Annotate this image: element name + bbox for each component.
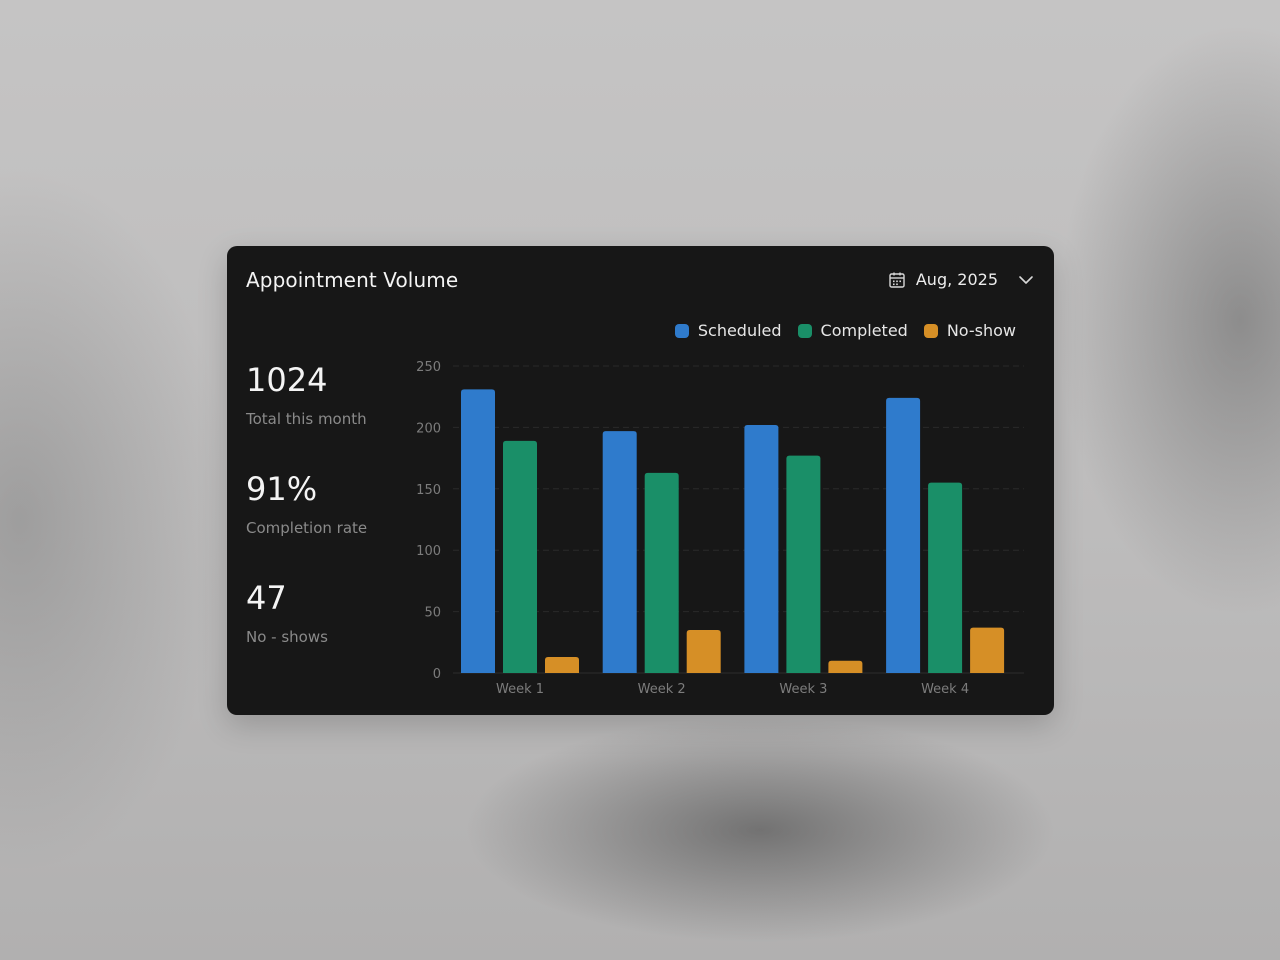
bar-noshow (686, 630, 721, 673)
bar-scheduled (602, 431, 637, 673)
bar-noshow (970, 627, 1005, 673)
legend-swatch-completed (797, 323, 812, 338)
stat-completion-rate: 91% Completion rate (246, 473, 396, 582)
date-picker[interactable]: Aug, 2025 (888, 270, 1034, 289)
y-tick-label: 50 (424, 606, 441, 621)
legend-swatch-noshow (923, 323, 938, 338)
x-tick-label: Week 2 (638, 682, 686, 697)
x-tick-label: Week 3 (779, 682, 827, 697)
stat-total: 1024 Total this month (246, 364, 396, 473)
y-tick-label: 200 (416, 421, 441, 436)
bar-completed (928, 482, 963, 673)
bar-scheduled (886, 397, 921, 673)
stat-label: Total this month (246, 410, 367, 428)
bar-completed (644, 472, 679, 673)
bar-noshow (828, 660, 863, 673)
stats-panel: 1024 Total this month 91% Completion rat… (246, 364, 396, 691)
date-label: Aug, 2025 (915, 270, 998, 289)
y-tick-label: 0 (433, 667, 441, 682)
legend-item-noshow[interactable]: No-show (923, 321, 1016, 340)
y-tick-label: 100 (416, 544, 441, 559)
stat-value: 47 (246, 579, 287, 617)
bar-chart: 0 50 100 150 200 250 Week 1 Week 2 Week 3 Week 4 (416, 360, 1024, 697)
bar-completed (786, 455, 821, 673)
bar-scheduled (461, 389, 495, 673)
bar-completed (503, 440, 537, 673)
chart-legend: Scheduled Completed No-show (674, 321, 1016, 340)
legend-label-noshow: No-show (946, 321, 1016, 340)
legend-item-scheduled[interactable]: Scheduled (674, 321, 782, 340)
bar-scheduled (744, 424, 779, 673)
bar-noshow (545, 657, 579, 673)
y-tick-label: 250 (416, 360, 441, 375)
chevron-down-icon[interactable] (1018, 272, 1034, 288)
stat-no-shows: 47 No - shows (246, 582, 396, 691)
calendar-icon (888, 271, 906, 289)
card-title: Appointment Volume (246, 268, 459, 292)
x-tick-label: Week 4 (921, 682, 969, 697)
legend-label-completed: Completed (820, 321, 908, 340)
appointment-volume-card: Appointment Volume Aug, 2025 (227, 246, 1054, 715)
legend-item-completed[interactable]: Completed (797, 321, 908, 340)
y-tick-label: 150 (416, 483, 441, 498)
stat-value: 1024 (246, 361, 328, 399)
stat-label: Completion rate (246, 519, 368, 537)
legend-swatch-scheduled (674, 323, 689, 338)
legend-label-scheduled: Scheduled (697, 321, 782, 340)
stat-label: No - shows (246, 628, 328, 646)
stat-value: 91% (246, 470, 318, 508)
x-tick-label: Week 1 (496, 682, 544, 697)
